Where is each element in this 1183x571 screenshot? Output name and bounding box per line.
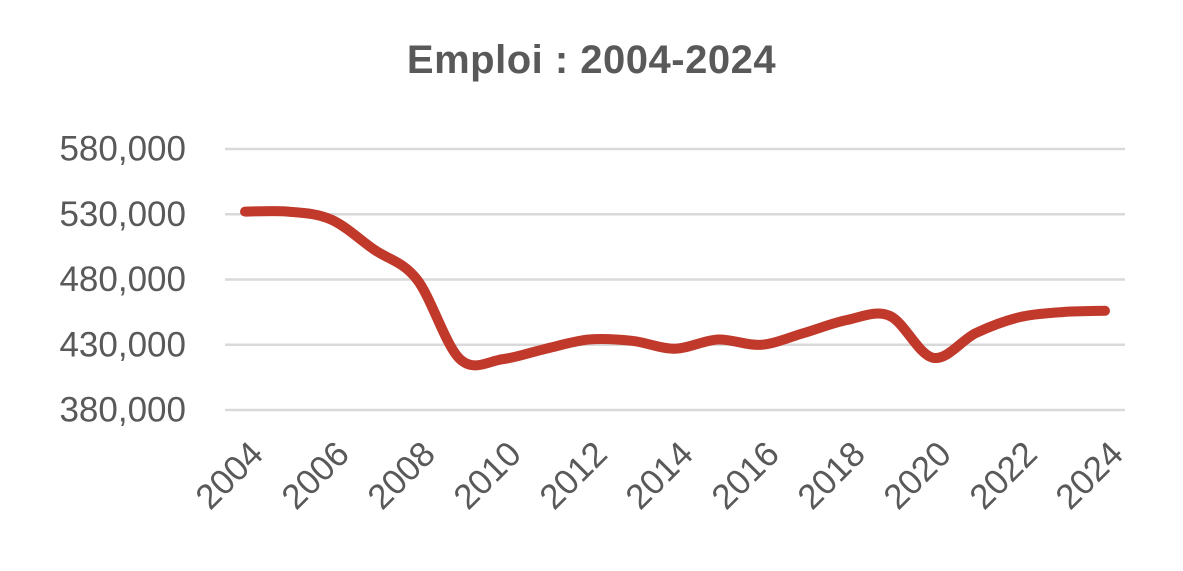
data-point: [1104, 310, 1106, 312]
data-point: [674, 348, 676, 350]
data-point: [244, 211, 246, 213]
data-point: [588, 339, 590, 341]
data-point: [717, 339, 719, 341]
data-point: [846, 319, 848, 321]
data-point: [631, 340, 633, 342]
x-axis-tick-labels: 2004 2006 2008 2010 2012 2014 2016 2018 2020 2022…: [188, 434, 1131, 517]
data-point: [545, 348, 547, 350]
x-tick-label: 2008: [360, 434, 443, 517]
data-point: [416, 279, 418, 281]
x-tick-label: 2004: [188, 434, 271, 517]
data-point: [330, 219, 332, 221]
data-point: [932, 357, 934, 359]
y-tick-label: 380,000: [59, 391, 186, 430]
x-tick-label: 2014: [618, 434, 701, 517]
y-tick-label: 430,000: [59, 325, 186, 364]
data-point: [975, 332, 977, 334]
data-point: [459, 358, 461, 360]
x-tick-label: 2016: [704, 434, 787, 517]
y-tick-label: 580,000: [59, 130, 186, 169]
data-point: [889, 315, 891, 317]
series-layer: [240, 206, 1110, 371]
x-tick-label: 2022: [962, 434, 1045, 517]
data-point: [760, 344, 762, 346]
x-tick-label: 2024: [1048, 434, 1131, 517]
data-point: [1018, 316, 1020, 318]
y-tick-label: 530,000: [59, 195, 186, 234]
series-line: [240, 206, 1110, 371]
x-tick-label: 2010: [446, 434, 529, 517]
data-point: [502, 358, 504, 360]
gridlines: [225, 147, 1125, 412]
x-tick-label: 2006: [274, 434, 357, 517]
chart-title: Emploi : 2004-2024: [406, 38, 777, 82]
data-point: [1061, 311, 1063, 313]
x-tick-label: 2012: [532, 434, 615, 517]
y-axis-tick-labels: 380,000 430,000 480,000 530,000 580,000: [59, 130, 186, 430]
x-tick-label: 2020: [876, 434, 959, 517]
data-point: [287, 211, 289, 213]
y-tick-label: 480,000: [59, 260, 186, 299]
data-point: [803, 332, 805, 334]
x-tick-label: 2018: [790, 434, 873, 517]
data-point: [373, 249, 375, 251]
